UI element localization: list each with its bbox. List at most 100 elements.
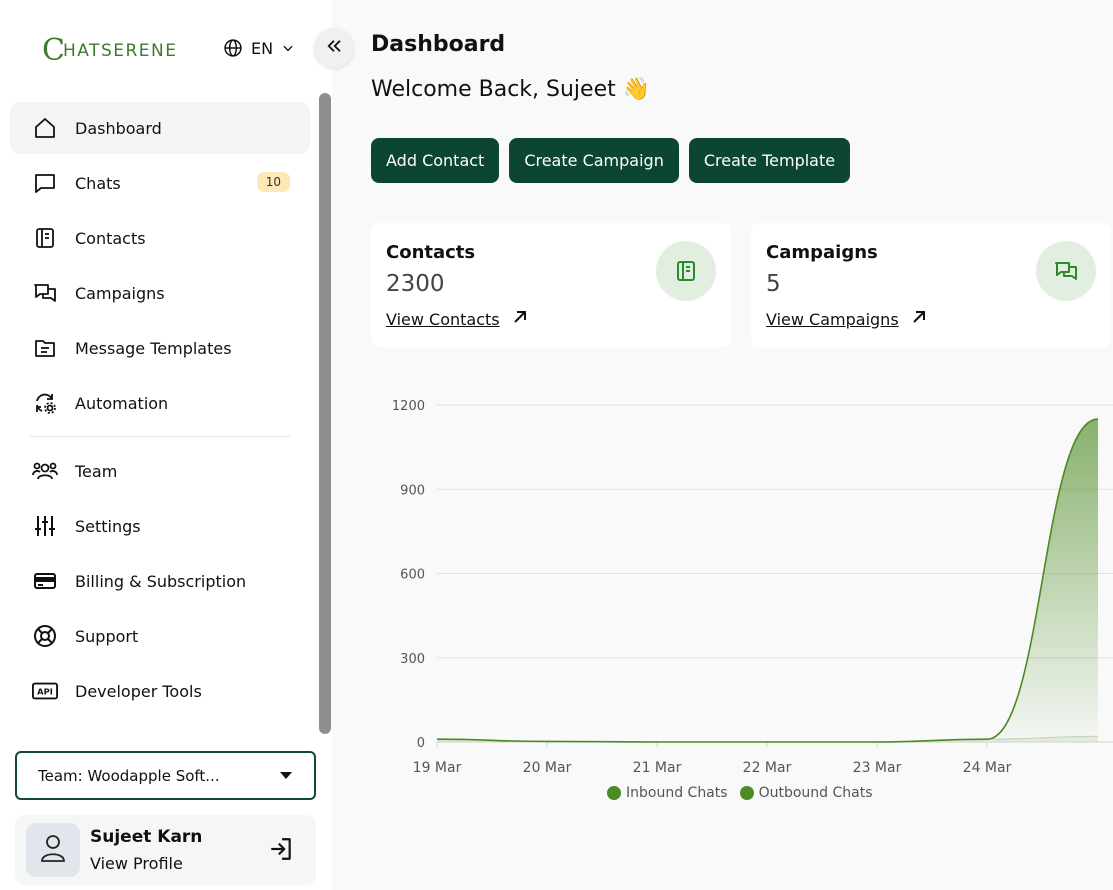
logout-icon	[268, 838, 294, 866]
outbound-area	[437, 419, 1098, 742]
home-icon	[32, 115, 58, 141]
campaigns-icon	[32, 280, 58, 306]
sidebar-item-label: Dashboard	[75, 118, 162, 138]
x-tick-label: 23 Mar	[853, 760, 902, 776]
x-tick-label: 19 Mar	[413, 760, 462, 776]
lifebuoy-icon	[32, 623, 58, 649]
chat-icon	[32, 170, 58, 196]
logo-text: HATSERENE	[62, 41, 178, 61]
campaigns-card-icon	[1036, 241, 1096, 301]
sidebar-item-label: Billing & Subscription	[75, 571, 247, 591]
chart-legend: Inbound Chats Outbound Chats	[607, 785, 873, 801]
user-icon	[39, 833, 67, 867]
x-tick-label: 22 Mar	[743, 760, 792, 776]
unread-count-badge: 10	[256, 172, 290, 192]
globe-icon	[223, 38, 243, 58]
card-value: 5	[766, 271, 781, 297]
nav-divider	[30, 436, 290, 437]
sidebar-scrollbar[interactable]	[319, 93, 331, 734]
collapse-sidebar-button[interactable]	[314, 28, 354, 68]
automation-icon	[32, 390, 58, 416]
chats-chart: 0 300 600 900 1200 19 Mar 20 Mar 21 Mar 22 Mar 23…	[382, 380, 1113, 810]
team-select-value: Team: Woodapple Soft...	[38, 766, 220, 785]
language-code: EN	[251, 38, 274, 58]
sidebar-item-billing[interactable]: Billing & Subscription	[10, 555, 310, 607]
chart-svg: 0 300 600 900 1200 19 Mar 20 Mar 21 Mar 22 Mar 23…	[392, 399, 1113, 776]
sidebar-item-chats[interactable]: Chats 10	[10, 157, 310, 209]
card-title: Campaigns	[766, 242, 878, 263]
sidebar-item-label: Support	[75, 626, 139, 646]
profile-name: Sujeet Karn	[90, 827, 203, 847]
sidebar-nav: Dashboard Chats 10 Contacts Campaigns Me…	[10, 102, 310, 720]
main-content: Dashboard Welcome Back, Sujeet 👋 Add Con…	[332, 0, 1113, 890]
logo-mark: C	[42, 33, 65, 68]
sidebar-item-label: Developer Tools	[75, 681, 202, 701]
sidebar-item-automation[interactable]: Automation	[10, 377, 310, 429]
logout-button[interactable]	[268, 836, 294, 866]
sidebar-item-label: Campaigns	[75, 283, 165, 303]
sidebar-item-message-templates[interactable]: Message Templates	[10, 322, 310, 374]
credit-card-icon	[32, 568, 58, 594]
campaigns-card: Campaigns 5 View Campaigns	[751, 223, 1111, 347]
quick-actions: Add Contact Create Campaign Create Templ…	[371, 138, 851, 183]
legend-dot	[607, 786, 621, 800]
y-tick-label: 900	[400, 483, 425, 498]
chevron-down-icon	[281, 41, 295, 55]
contacts-book-icon	[32, 225, 58, 251]
page-title: Dashboard	[371, 32, 506, 57]
x-tick-label: 20 Mar	[523, 760, 572, 776]
legend-dot	[739, 786, 754, 800]
profile-card[interactable]: Sujeet Karn View Profile	[15, 815, 316, 885]
view-contacts-link[interactable]: View Contacts	[386, 309, 528, 329]
team-icon	[32, 458, 58, 484]
sidebar-item-campaigns[interactable]: Campaigns	[10, 267, 310, 319]
card-value: 2300	[386, 271, 445, 297]
welcome-message: Welcome Back, Sujeet 👋	[371, 77, 651, 102]
contacts-card: Contacts 2300 View Contacts	[371, 223, 731, 347]
y-tick-label: 1200	[392, 399, 425, 414]
sidebar-item-label: Automation	[75, 393, 169, 413]
sidebar-item-label: Team	[75, 461, 118, 481]
team-select[interactable]: Team: Woodapple Soft...	[15, 751, 316, 800]
legend-label: Outbound Chats	[758, 785, 873, 801]
sidebar-item-dashboard[interactable]: Dashboard	[10, 102, 310, 154]
language-selector[interactable]: EN	[223, 38, 295, 58]
card-link-label: View Contacts	[386, 309, 500, 329]
contacts-card-icon	[656, 241, 716, 301]
double-chevron-left-icon	[325, 37, 343, 59]
caret-down-icon	[280, 772, 292, 779]
folder-icon	[32, 335, 58, 361]
x-tick-label: 21 Mar	[633, 760, 682, 776]
y-tick-label: 0	[417, 736, 425, 751]
sidebar-item-label: Message Templates	[75, 338, 232, 358]
card-link-label: View Campaigns	[766, 309, 899, 329]
sidebar-item-developer-tools[interactable]: API Developer Tools	[10, 665, 310, 717]
arrow-up-right-icon	[512, 309, 528, 329]
create-campaign-button[interactable]: Create Campaign	[509, 138, 679, 183]
view-campaigns-link[interactable]: View Campaigns	[766, 309, 927, 329]
sidebar: C HATSERENE EN Dashboard Chats 10 Contac…	[0, 0, 354, 890]
outbound-line	[436, 418, 1099, 743]
sidebar-item-label: Chats	[75, 173, 121, 193]
brand-logo[interactable]: C HATSERENE	[42, 34, 178, 68]
sidebar-item-label: Settings	[75, 516, 141, 536]
legend-item-inbound[interactable]: Inbound Chats	[607, 785, 728, 801]
y-tick-label: 300	[400, 652, 425, 667]
add-contact-button[interactable]: Add Contact	[371, 138, 500, 183]
sidebar-item-team[interactable]: Team	[10, 445, 310, 497]
sliders-icon	[32, 513, 58, 539]
svg-text:API: API	[37, 687, 53, 697]
sidebar-item-settings[interactable]: Settings	[10, 500, 310, 552]
sidebar-item-support[interactable]: Support	[10, 610, 310, 662]
view-profile-link[interactable]: View Profile	[90, 854, 183, 873]
card-title: Contacts	[386, 242, 476, 263]
sidebar-item-contacts[interactable]: Contacts	[10, 212, 310, 264]
x-tick-label: 24 Mar	[963, 760, 1012, 776]
legend-item-outbound[interactable]: Outbound Chats	[739, 785, 873, 801]
arrow-up-right-icon	[911, 309, 927, 329]
avatar	[26, 823, 80, 877]
y-tick-label: 600	[400, 568, 425, 583]
legend-label: Inbound Chats	[626, 785, 728, 801]
create-template-button[interactable]: Create Template	[688, 138, 851, 183]
sidebar-item-label: Contacts	[75, 228, 146, 248]
